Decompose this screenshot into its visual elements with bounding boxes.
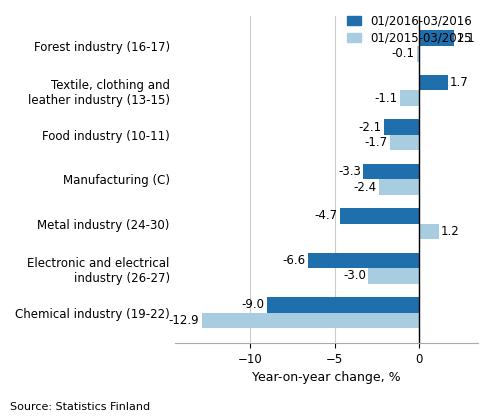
Text: -0.1: -0.1 <box>392 47 415 60</box>
Bar <box>400 90 419 106</box>
Text: -2.1: -2.1 <box>358 121 381 134</box>
Text: -6.6: -6.6 <box>282 254 305 267</box>
Bar <box>419 75 448 90</box>
Bar <box>308 253 419 268</box>
Text: -12.9: -12.9 <box>169 314 199 327</box>
Text: -4.7: -4.7 <box>314 210 337 223</box>
Bar <box>267 297 419 313</box>
Bar <box>379 179 419 195</box>
Bar <box>202 313 419 328</box>
Text: -2.4: -2.4 <box>353 181 376 193</box>
Text: -9.0: -9.0 <box>242 298 265 311</box>
Legend: 01/2016-03/2016, 01/2015-03/2015: 01/2016-03/2016, 01/2015-03/2015 <box>347 15 472 45</box>
X-axis label: Year-on-year change, %: Year-on-year change, % <box>252 371 401 384</box>
Text: -3.3: -3.3 <box>338 165 361 178</box>
Bar <box>419 224 439 239</box>
Bar <box>384 119 419 135</box>
Text: Source: Statistics Finland: Source: Statistics Finland <box>10 402 150 412</box>
Bar <box>368 268 419 284</box>
Bar <box>390 135 419 151</box>
Text: 2.1: 2.1 <box>456 32 475 45</box>
Bar <box>363 164 419 179</box>
Bar <box>340 208 419 224</box>
Text: -3.0: -3.0 <box>343 270 366 282</box>
Text: 1.7: 1.7 <box>449 76 468 89</box>
Bar <box>417 46 419 62</box>
Text: -1.7: -1.7 <box>365 136 388 149</box>
Bar <box>419 30 455 46</box>
Text: -1.1: -1.1 <box>375 92 398 105</box>
Text: 1.2: 1.2 <box>441 225 459 238</box>
